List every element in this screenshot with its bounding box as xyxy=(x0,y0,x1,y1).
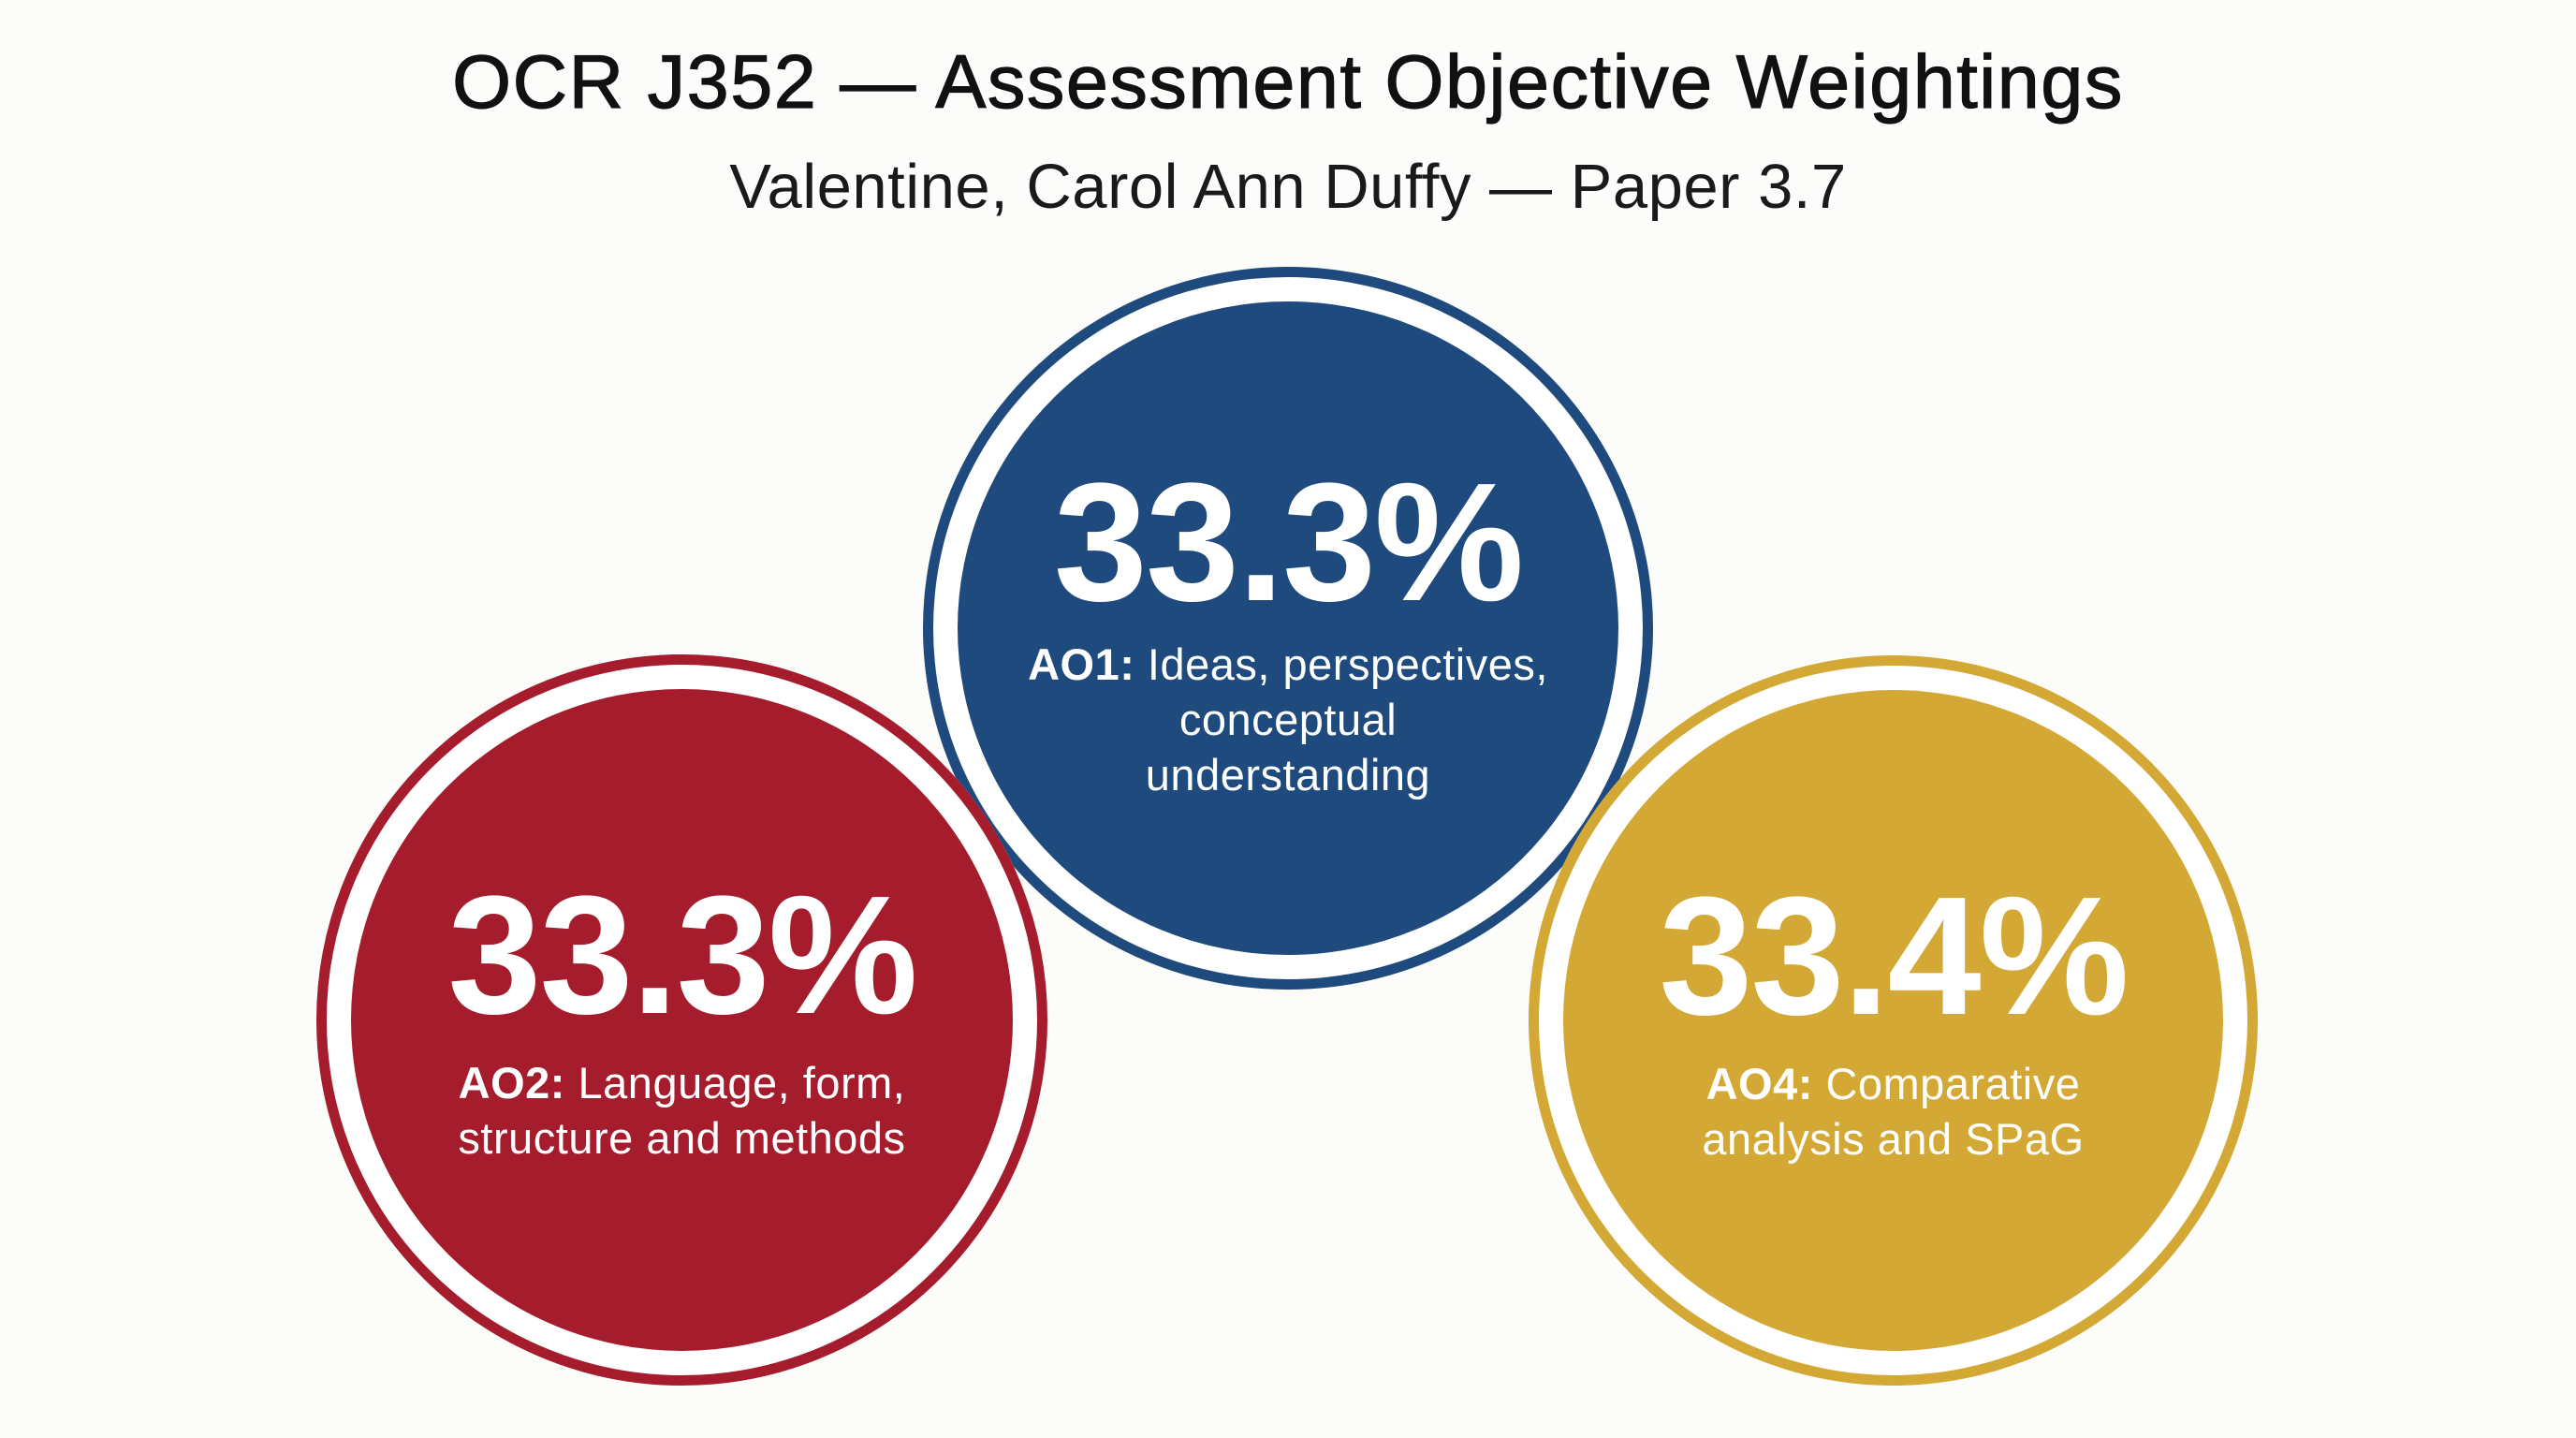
ao2-label-line-2: structure and methods xyxy=(458,1113,906,1163)
ao4-label-line-2: analysis and SPaG xyxy=(1702,1114,2085,1164)
ao1-code: AO1: xyxy=(1028,639,1135,689)
ao1-circle-fill xyxy=(958,301,1618,955)
ao2-description-part-1: Language, form, xyxy=(564,1058,906,1108)
ao2-label-line-1: AO2: Language, form, xyxy=(316,1055,1047,1110)
ao4-outer-ring xyxy=(1529,655,2258,1386)
ao4-label-line-1: AO4: Comparative xyxy=(1529,1056,2258,1111)
ao2-circle-fill xyxy=(351,689,1013,1351)
ao4-code: AO4: xyxy=(1705,1059,1813,1108)
ao4-content: 33.4% AO4: Comparative analysis and SPaG xyxy=(1529,873,2258,1167)
ao1-content: 33.3% AO1: Ideas, perspectives, conceptu… xyxy=(923,459,1653,802)
ao2-code: AO2: xyxy=(458,1058,565,1108)
chart-title: OCR J352 — Assessment Objective Weightin… xyxy=(452,39,2124,125)
ao1-label-line-3: understanding xyxy=(1145,750,1431,800)
ao2-content: 33.3% AO2: Language, form, structure and… xyxy=(316,872,1047,1166)
ao2-weighting-circle: 33.3% AO2: Language, form, structure and… xyxy=(316,654,1047,1386)
ao4-description-part-1: Comparative xyxy=(1812,1059,2081,1108)
ao1-percentage: 33.3% xyxy=(1053,448,1524,637)
ao2-outer-ring xyxy=(316,654,1047,1386)
ao4-percentage: 33.4% xyxy=(1659,862,2129,1050)
ao1-label-line-1: AO1: Ideas, perspectives, xyxy=(923,637,1653,692)
ao4-weighting-circle: 33.4% AO4: Comparative analysis and SPaG xyxy=(1529,655,2258,1386)
ao4-circle-fill xyxy=(1563,690,2223,1351)
chart-subtitle: Valentine, Carol Ann Duffy — Paper 3.7 xyxy=(729,152,1847,222)
ao1-description-part-1: Ideas, perspectives, xyxy=(1134,639,1548,689)
ao1-label-line-2: conceptual xyxy=(1178,695,1398,744)
ao2-percentage: 33.3% xyxy=(447,861,917,1049)
ao1-weighting-circle: 33.3% AO1: Ideas, perspectives, conceptu… xyxy=(923,267,1653,990)
ao1-outer-ring xyxy=(923,267,1653,990)
